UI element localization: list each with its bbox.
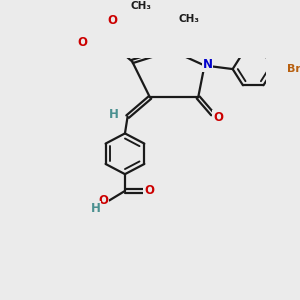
Text: H: H — [109, 108, 119, 121]
Text: O: O — [98, 194, 108, 207]
Text: H: H — [91, 202, 100, 215]
Text: O: O — [144, 184, 154, 197]
Text: CH₃: CH₃ — [179, 14, 200, 25]
Text: Br: Br — [286, 64, 300, 74]
Text: O: O — [77, 36, 87, 49]
Text: CH₃: CH₃ — [130, 1, 152, 11]
Text: O: O — [213, 111, 223, 124]
Text: N: N — [202, 58, 213, 71]
Text: O: O — [107, 14, 118, 27]
